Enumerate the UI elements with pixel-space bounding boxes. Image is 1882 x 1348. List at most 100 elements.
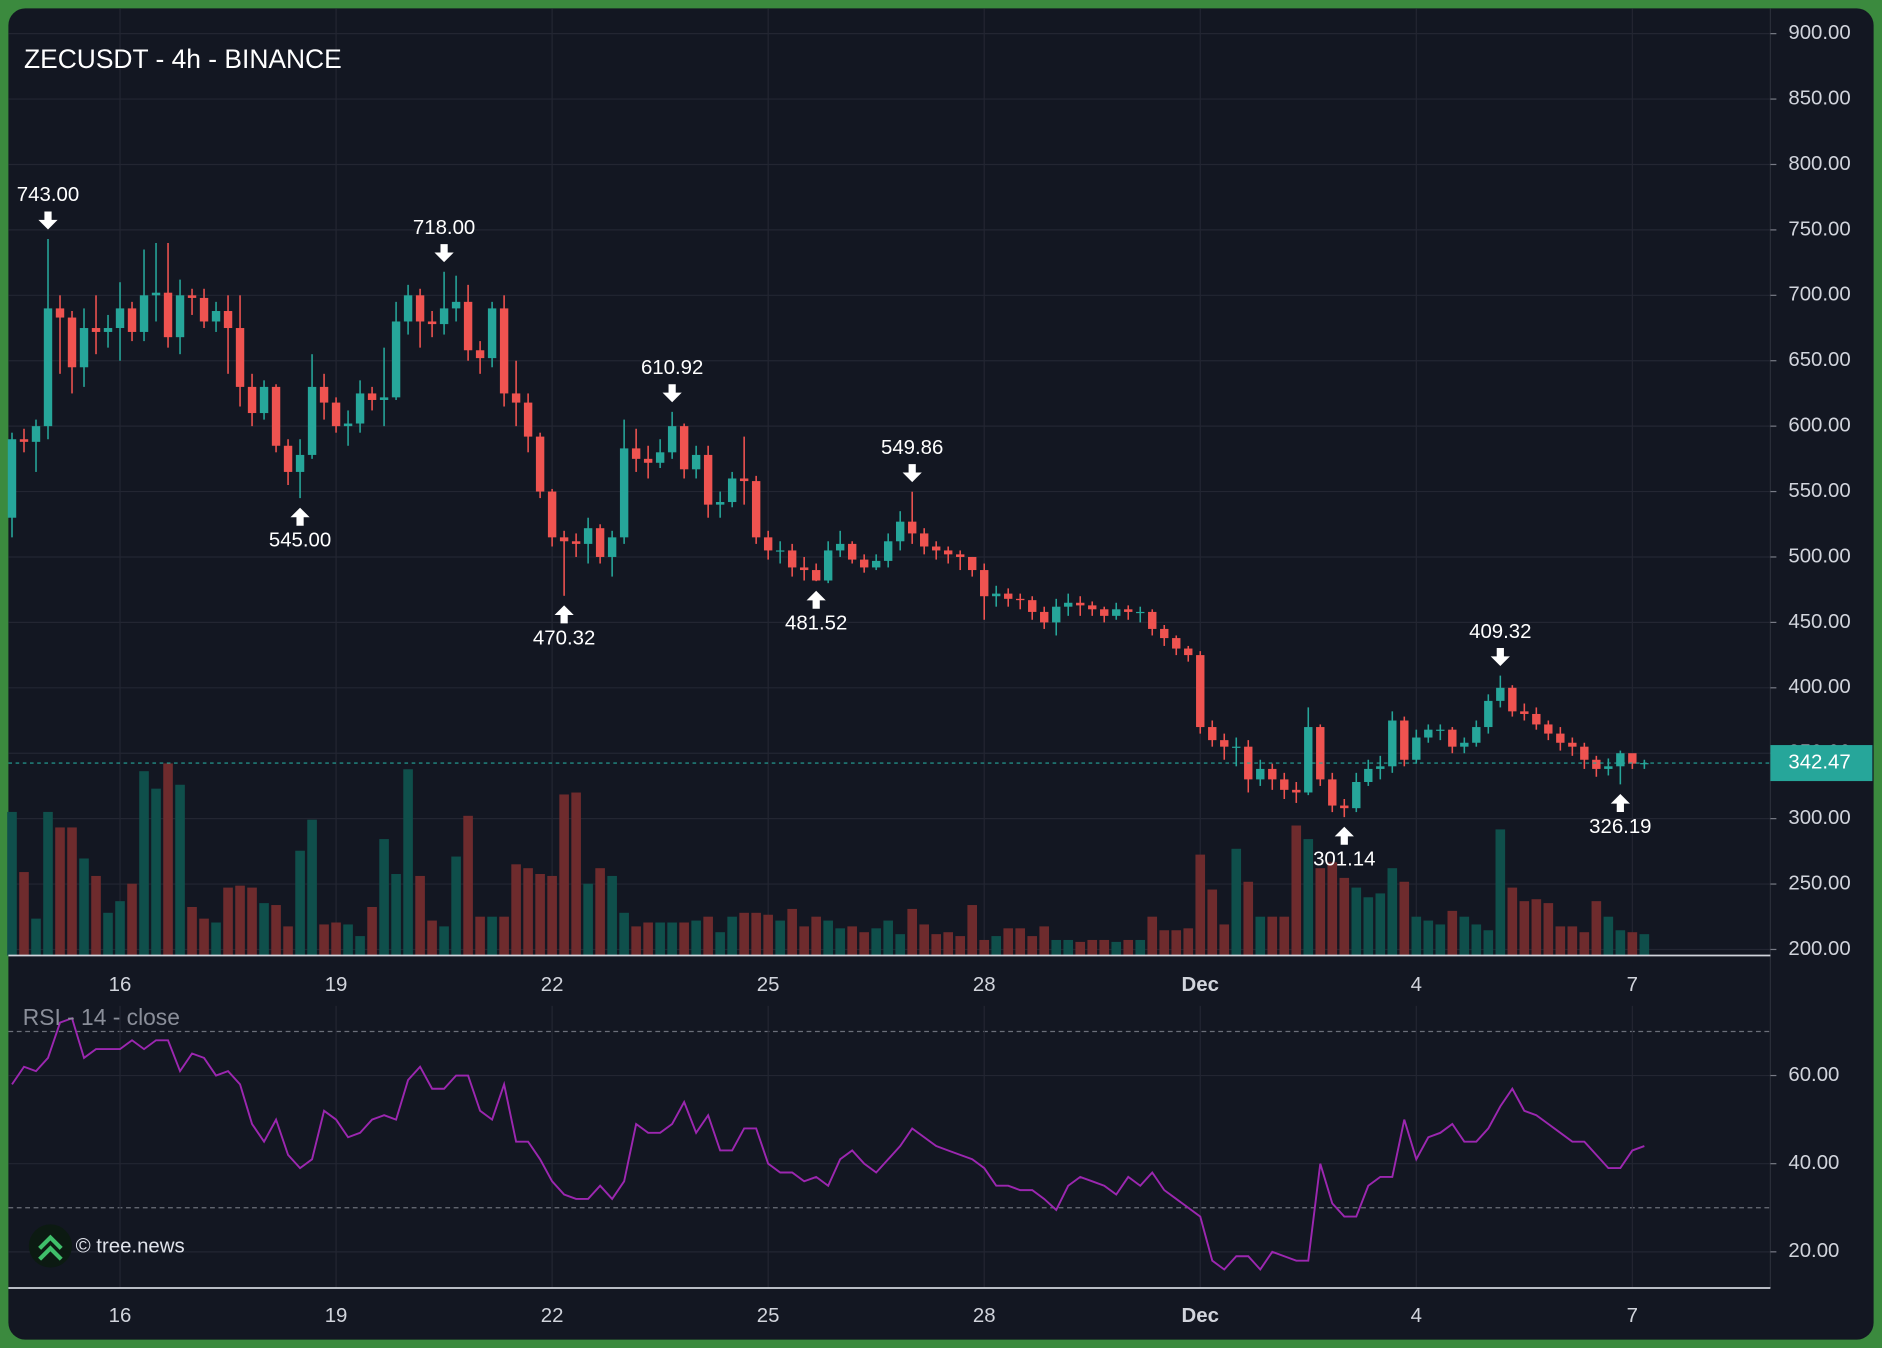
candle-body [1220, 740, 1229, 747]
candle-body [415, 295, 425, 322]
x-tick-label: 7 [1627, 1305, 1638, 1327]
volume-bar [943, 932, 954, 956]
volume-bar [1135, 939, 1146, 956]
volume-bar [1315, 868, 1326, 956]
last-price-label: 342.47 [1788, 751, 1850, 773]
candle-body [944, 550, 953, 555]
volume-bar [235, 885, 245, 956]
chart-title: ZECUSDT - 4h - BINANCE [24, 44, 342, 74]
candle-body [199, 297, 209, 322]
y-tick-label: 450.00 [1788, 611, 1850, 633]
candle-body [787, 550, 797, 568]
candle-body [1208, 727, 1217, 741]
low-marker-label: 301.14 [1313, 849, 1375, 871]
candle-body [55, 308, 65, 318]
candle-body [403, 295, 413, 322]
volume-bar [379, 839, 389, 956]
candle-body [1268, 768, 1277, 780]
volume-bar [847, 926, 857, 956]
volume-bar [1519, 901, 1530, 956]
y-tick-label: 200.00 [1788, 938, 1850, 960]
high-marker-label: 549.86 [881, 437, 943, 459]
candle-body [1628, 753, 1637, 764]
y-tick-label: 250.00 [1788, 872, 1850, 894]
candle-body [871, 560, 881, 568]
volume-bar [655, 922, 665, 956]
candle-body [331, 402, 341, 427]
volume-bar [79, 858, 89, 956]
volume-bar [715, 932, 725, 956]
candle-body [1136, 611, 1145, 614]
volume-bar [19, 872, 29, 956]
volume-bar [1603, 916, 1614, 956]
volume-bar [91, 875, 101, 956]
y-tick-label: 60.00 [1788, 1064, 1839, 1086]
volume-bar [1207, 889, 1218, 956]
candle-body [367, 393, 377, 400]
candle-body [547, 491, 557, 538]
volume-bar [103, 912, 113, 956]
volume-bar [919, 924, 929, 956]
volume-bar [1339, 877, 1350, 956]
volume-bar [967, 905, 978, 956]
candle-body [19, 439, 29, 442]
candle-body [67, 317, 77, 368]
candle-body [980, 570, 989, 597]
volume-bar [871, 928, 881, 956]
x-tick-label: 4 [1411, 1305, 1422, 1327]
volume-bar [199, 918, 209, 956]
volume-bar [391, 874, 401, 956]
candle-body [1364, 768, 1373, 783]
candle-body [1460, 742, 1469, 747]
y-tick-label: 500.00 [1788, 545, 1850, 567]
candle-body [799, 567, 809, 571]
candle-body [1520, 711, 1529, 714]
candle-body [715, 502, 725, 505]
x-tick-label: 16 [109, 974, 132, 996]
candle-body [992, 593, 1001, 597]
volume-bar [595, 868, 605, 956]
high-marker [662, 384, 682, 403]
candle-body [811, 570, 821, 581]
candle-body [1412, 737, 1421, 760]
volume-bar [1615, 930, 1626, 956]
volume-bar [1195, 854, 1206, 956]
candle-body [679, 426, 689, 470]
high-marker-label: 718.00 [413, 217, 475, 239]
volume-bar [487, 916, 497, 956]
candle-body [235, 328, 245, 387]
candle-body [427, 321, 437, 325]
volume-bar [163, 763, 173, 956]
volume-bar [175, 784, 185, 956]
candle-body [175, 295, 185, 338]
x-tick-label: 28 [973, 1305, 996, 1327]
candle-body [91, 328, 101, 332]
volume-bar [1075, 941, 1086, 956]
candle-body [775, 550, 785, 552]
volume-bar [355, 936, 365, 956]
candle-body [463, 301, 473, 351]
candle-body [1160, 628, 1169, 639]
candle-body [1280, 779, 1289, 790]
y-tick-label: 800.00 [1788, 153, 1850, 175]
volume-bar [1567, 926, 1578, 956]
candle-body [1400, 720, 1409, 760]
volume-bar [1327, 862, 1338, 956]
candle-body [739, 478, 749, 482]
candle-body [1376, 766, 1385, 769]
volume-bar [1399, 881, 1410, 956]
candle-body [595, 528, 605, 557]
y-tick-label: 750.00 [1788, 218, 1850, 240]
volume-bar [1243, 881, 1254, 956]
volume-bar [67, 827, 77, 956]
high-marker-label: 743.00 [17, 184, 79, 206]
volume-bar [43, 811, 53, 956]
candle-body [1592, 759, 1601, 769]
candle-body [7, 439, 17, 518]
volume-bar [1543, 903, 1554, 956]
candle-body [1004, 593, 1013, 599]
volume-bar [739, 912, 749, 956]
candle-body [451, 301, 461, 309]
volume-bar [955, 936, 966, 956]
